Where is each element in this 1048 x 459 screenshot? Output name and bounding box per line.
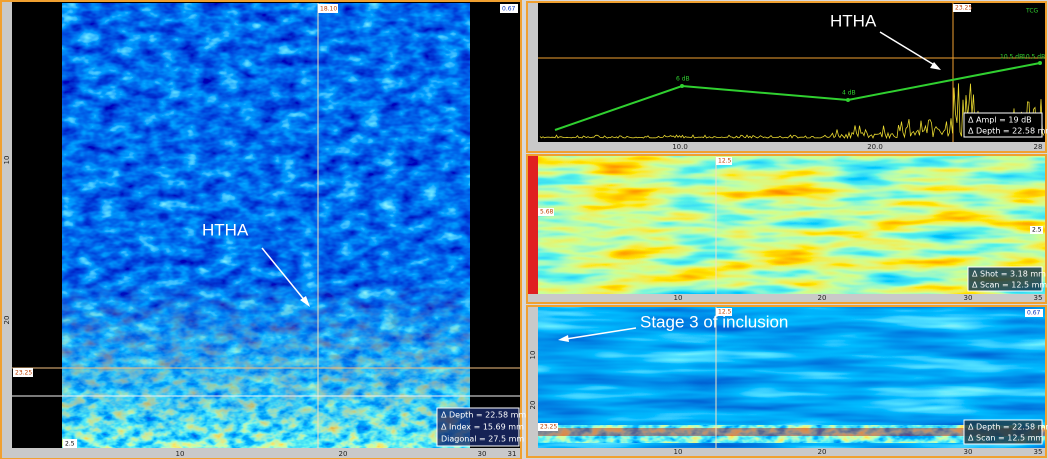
x-axis-label: 10.0 [672, 143, 688, 151]
readout-box [967, 266, 1043, 292]
x-ruler [528, 294, 1045, 302]
x-ruler [528, 142, 1045, 151]
sscan-panel: 18.10 0.67 23.25 2.5 10 20 10 20 30 31 H… [0, 0, 526, 459]
x-ruler [528, 448, 1045, 456]
readout-box [436, 407, 520, 447]
y-ruler [528, 156, 538, 294]
marker-box [716, 157, 732, 165]
sscan-hot-zone [62, 280, 470, 448]
ascan-panel: 6 dB 4 dB 10.5 dB 10.5 dB TCG 23.25 HTHA… [526, 1, 1048, 153]
x-axis-label: 35 [1034, 448, 1043, 456]
readout: Diagonal = 27.5 mm [441, 435, 524, 444]
y-ruler [528, 3, 538, 151]
arrow-head [930, 62, 941, 70]
annotation: HTHA [830, 11, 877, 30]
x-axis-label: 30 [478, 450, 487, 458]
y-ruler [2, 2, 12, 448]
gain-label: 4 dB [842, 90, 856, 97]
x-axis-label: 20.0 [867, 143, 883, 151]
annotation-arrow [261, 247, 307, 303]
ascan-waveform [539, 83, 1045, 140]
annotation-arrow [879, 31, 937, 67]
depth-marker: 23.25 [15, 370, 32, 377]
readout: Δ Depth = 22.58 mm [441, 411, 526, 420]
marker-box [13, 368, 33, 377]
x-axis-label: 28 [1034, 143, 1043, 151]
x-axis-label: 10 [674, 448, 683, 456]
bscan-image [538, 156, 1045, 294]
annotation-arrow [565, 327, 637, 340]
arrow-head [558, 335, 569, 342]
x-axis-label: 35 [1034, 294, 1043, 302]
y-ruler [528, 307, 538, 448]
top-marker: 18.10 [320, 6, 337, 13]
readout: Δ Scan = 12.5 mm [968, 434, 1043, 443]
cursor-marker: 12.5 [718, 158, 732, 165]
x-axis-label: 20 [818, 448, 827, 456]
depth-marker: 23.25 [540, 424, 557, 431]
tcg-mode: TCG [1025, 8, 1039, 15]
readout: Δ Depth = 22.58 mm [968, 127, 1048, 136]
gain-label: 10.5 dB [1000, 54, 1023, 61]
x-axis-label: 20 [339, 450, 348, 458]
readout-box [963, 112, 1043, 138]
readout: Δ Depth = 22.58 mm [968, 423, 1048, 432]
x-ruler [2, 448, 520, 458]
top-right-marker: 0.67 [1027, 310, 1041, 317]
marker-box [63, 439, 77, 448]
x-axis-label: 10 [176, 450, 185, 458]
gain-label: 6 dB [676, 76, 690, 83]
cursor-marker: 23.25 [955, 5, 972, 12]
right-marker: 2.5 [1032, 227, 1042, 234]
marker-box [538, 208, 554, 216]
tcg-point [846, 98, 850, 102]
backwall-band [538, 425, 1045, 443]
backwall-core [538, 428, 1045, 436]
readout-box [963, 419, 1043, 445]
cursor-marker: 12.5 [718, 309, 732, 316]
y-axis-label: 20 [3, 316, 11, 325]
tcg-point [1038, 61, 1042, 65]
x-axis-label: 10 [674, 294, 683, 302]
readout: Δ Shot = 3.18 mm [972, 270, 1046, 279]
bscan-panel: 12.5 5.68 2.5 Δ Shot = 3.18 mm Δ Scan = … [526, 154, 1047, 304]
annotation: Stage 3 of inclusion [640, 312, 788, 331]
gain-label: 10.5 dB [1022, 54, 1045, 61]
marker-box [318, 4, 338, 13]
marker-box [538, 423, 558, 431]
readout: Δ Index = 15.69 mm [441, 423, 524, 432]
y-axis-label: 20 [529, 401, 537, 410]
top-right-marker: 0.67 [502, 6, 516, 13]
marker-box [953, 4, 971, 12]
marker-box [1030, 226, 1043, 234]
arrow-head [300, 296, 310, 307]
y-axis-label: 10 [3, 156, 11, 165]
x-axis-label: 30 [964, 294, 973, 302]
x-axis-label: 30 [964, 448, 973, 456]
cscan-panel: 12.5 0.67 23.25 Stage 3 of inclusion Δ D… [526, 305, 1048, 458]
annotation: HTHA [202, 220, 249, 239]
readout: Δ Scan = 12.5 mm [972, 281, 1047, 290]
left-marker: 5.68 [540, 209, 554, 216]
bottom-marker: 2.5 [65, 441, 75, 448]
y-axis-label: 10 [529, 351, 537, 360]
tcg-curve [554, 62, 1041, 131]
marker-box [1025, 309, 1043, 317]
readout: Δ Ampl = 19 dB [968, 116, 1032, 125]
x-axis-label: 20 [818, 294, 827, 302]
tcg-point [680, 84, 684, 88]
x-axis-label: 31 [508, 450, 517, 458]
marker-box [500, 4, 518, 13]
marker-box [716, 308, 732, 316]
